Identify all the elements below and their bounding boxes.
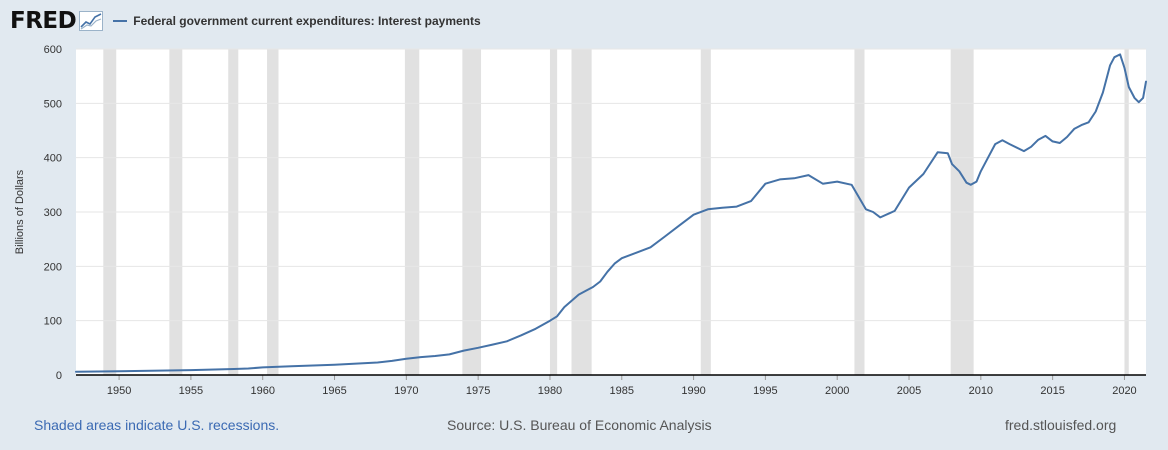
x-tick-label: 1970 [394, 385, 418, 397]
x-tick-label: 1995 [753, 385, 777, 397]
y-axis-tick-labels: 0 100 200 300 400 500 600 [44, 44, 62, 382]
x-tick-label: 1955 [179, 385, 203, 397]
series-line [75, 53, 1147, 373]
x-tick-label: 2010 [969, 385, 993, 397]
x-tick-label: 1980 [538, 385, 562, 397]
x-tick-label: 1985 [610, 385, 634, 397]
x-tick-label: 2005 [897, 385, 921, 397]
legend-line-swatch [113, 20, 128, 22]
x-tick-label: 1990 [681, 385, 705, 397]
y-tick-label: 0 [56, 370, 62, 382]
x-tick-label: 1965 [322, 385, 346, 397]
logo-graph-icon [79, 11, 104, 31]
x-tick-label: 2015 [1040, 385, 1064, 397]
y-tick-label: 200 [44, 261, 62, 273]
source-text: Source: U.S. Bureau of Economic Analysis [447, 417, 712, 433]
legend-series-label: Federal government current expenditures:… [133, 14, 481, 28]
y-tick-label: 400 [44, 153, 62, 165]
x-tick-label: 2020 [1112, 385, 1136, 397]
header: FRED Federal government current expendit… [10, 6, 481, 36]
y-tick-label: 100 [44, 316, 62, 328]
line-chart: 0 100 200 300 400 500 600 1950 1955 1960 1965 1970… [14, 44, 1147, 397]
recession-note: Shaded areas indicate U.S. recessions. [34, 417, 280, 433]
y-tick-label: 500 [44, 98, 62, 110]
x-tick-label: 1950 [107, 385, 131, 397]
x-tick-label: 1975 [466, 385, 490, 397]
y-axis-label: Billions of Dollars [14, 169, 26, 254]
x-axis-tick-labels: 1950 1955 1960 1965 1970 1975 1980 1985 1990 1995… [107, 375, 1137, 397]
x-tick-label: 1960 [250, 385, 274, 397]
legend: Federal government current expenditures:… [113, 14, 481, 28]
site-link[interactable]: fred.stlouisfed.org [1005, 417, 1117, 433]
y-tick-label: 600 [44, 44, 62, 56]
fred-logo[interactable]: FRED [10, 8, 77, 34]
y-tick-label: 300 [44, 207, 62, 219]
x-tick-label: 2000 [825, 385, 849, 397]
